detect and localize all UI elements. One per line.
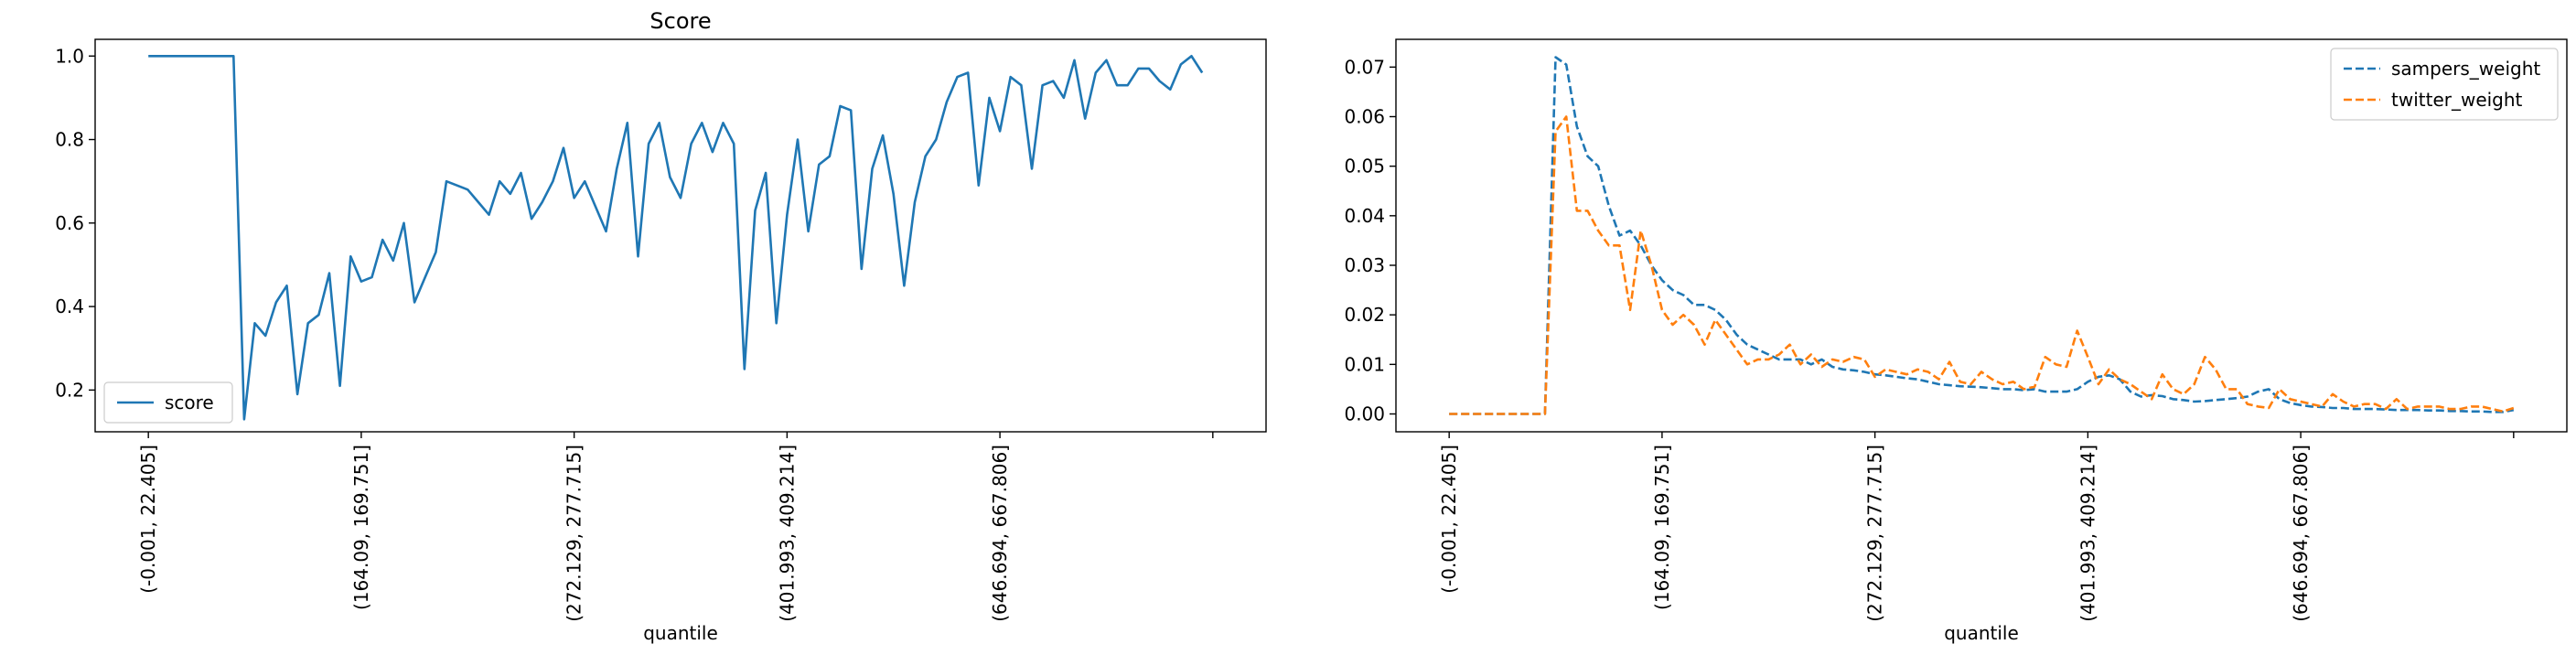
y-tick-label: 0.06 <box>1344 106 1385 128</box>
x-tick-label: (164.09, 169.751] <box>1651 445 1673 610</box>
legend: sampers_weight twitter_weight <box>2330 48 2559 121</box>
x-tick-label: (-0.001, 22.405] <box>137 445 159 594</box>
x-axis-label: quantile <box>643 622 718 644</box>
plot-frame <box>94 38 1267 433</box>
y-tick-label: 0.05 <box>1344 156 1385 177</box>
x-tick-label: (401.993, 409.214] <box>2077 445 2098 622</box>
y-tick-label: 0.6 <box>55 212 84 234</box>
series-line-sampers_weight <box>1449 56 2515 415</box>
x-tick-label: (272.129, 277.715] <box>564 445 585 622</box>
legend: score <box>103 381 233 424</box>
y-tick-label: 1.0 <box>55 45 84 67</box>
x-tick-label: (164.09, 169.751] <box>350 445 372 610</box>
y-tick-label: 0.00 <box>1344 403 1385 425</box>
chart-2: 0.00 0.01 0.02 0.03 0.04 0.05 0.06 0.07 (-0.001,… <box>1344 38 2568 644</box>
x-axis-label: quantile <box>1944 622 2019 644</box>
x-tick-label: (646.694, 667.806] <box>989 445 1011 622</box>
y-tick-label: 0.07 <box>1344 56 1385 78</box>
y-tick-label: 0.04 <box>1344 205 1385 227</box>
plot-frame <box>1395 38 2568 433</box>
series-line-twitter_weight <box>1449 115 2515 415</box>
y-tick-label: 0.4 <box>55 295 84 317</box>
y-tick-label: 0.2 <box>55 379 84 401</box>
legend-label: score <box>165 392 214 413</box>
x-tick-label: (272.129, 277.715] <box>1864 445 1886 622</box>
y-tick-label: 0.8 <box>55 129 84 151</box>
x-tick-label: (401.993, 409.214] <box>776 445 798 622</box>
x-tick-label: (-0.001, 22.405] <box>1438 445 1460 594</box>
chart-title: Score <box>649 8 711 34</box>
y-tick-label: 0.03 <box>1344 254 1385 276</box>
x-tick-label: (646.694, 667.806] <box>2290 445 2312 622</box>
y-tick-label: 0.02 <box>1344 304 1385 326</box>
series-line-score <box>148 54 1204 421</box>
legend-label: twitter_weight <box>2391 89 2523 111</box>
y-tick-label: 0.01 <box>1344 353 1385 375</box>
legend-box <box>103 381 233 424</box>
legend-label: sampers_weight <box>2391 58 2540 80</box>
chart-1: Score 0.2 0.4 0.6 0.8 1.0 (-0.001, 22.405] (164… <box>55 8 1267 644</box>
legend-box <box>2330 48 2559 121</box>
